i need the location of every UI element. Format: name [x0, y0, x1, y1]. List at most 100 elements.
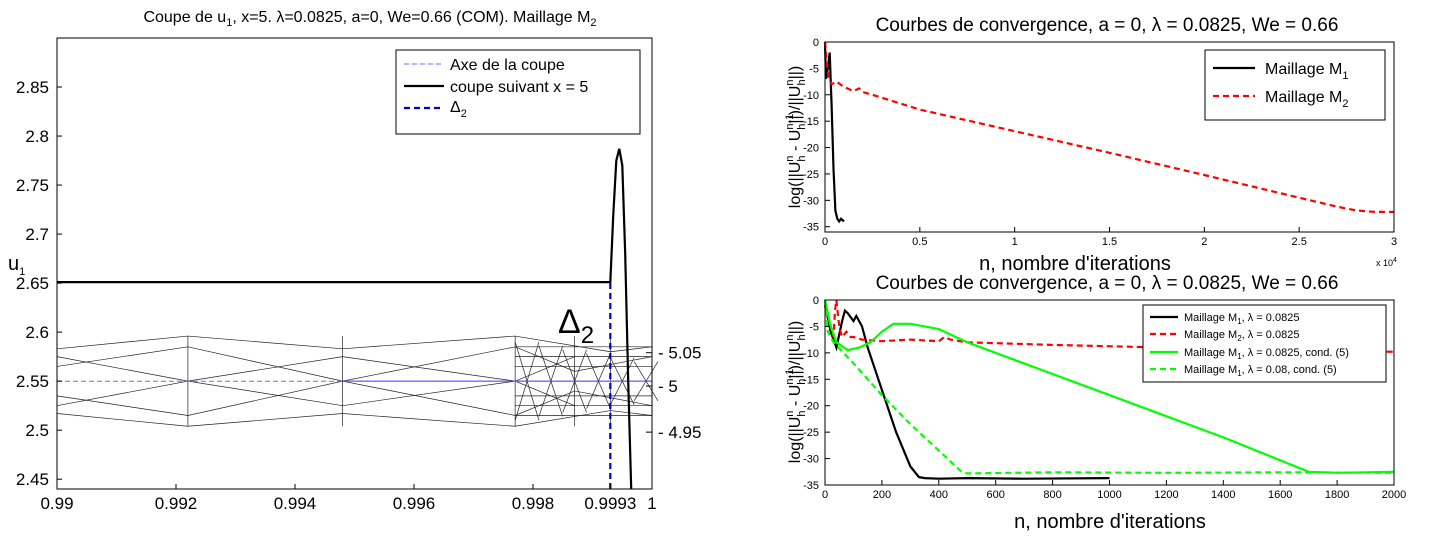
mesh-edge — [56, 380, 653, 416]
y-tick-label: -10 — [803, 90, 819, 102]
bottom-right-series — [823, 299, 1395, 480]
legend-label-coupe-x5: coupe suivant x = 5 — [450, 79, 588, 96]
y-tick-label: 2.75 — [16, 176, 49, 195]
top-right-x-multiplier: x 104 — [1376, 257, 1397, 268]
bottom-right-ticks: 0 200 400 600 800 1000 1200 1400 1600 1800 2000 0 -5… — [803, 295, 1406, 501]
y-tick-label: 2.5 — [25, 421, 49, 440]
y-tick-label: -35 — [803, 480, 819, 492]
x-tick-label: 0.5 — [912, 236, 927, 248]
x-tick-label: 2.5 — [1292, 236, 1307, 248]
legend-label-m1-08-cond5: Maillage M1, λ = 0.08, cond. (5) — [1184, 364, 1337, 378]
y-tick-label: 2.85 — [16, 78, 49, 97]
bottom-right-legend: Maillage M1, λ = 0.0825 Maillage M2, λ =… — [1142, 304, 1387, 383]
bottom-right-xlabel: n, nombre d'iterations — [1014, 511, 1206, 533]
legend-label-delta2: Δ2 — [450, 99, 467, 120]
series-line-coupe-suivant-x-5 — [57, 148, 633, 490]
x-tick-label: 0 — [822, 236, 828, 248]
y-tick-label: 2.7 — [25, 225, 49, 244]
top-right-series — [823, 41, 1394, 224]
mesh-edge — [56, 356, 575, 382]
y-tick-label: -20 — [803, 143, 819, 155]
x-tick-label: 0.992 — [155, 494, 198, 513]
legend-label-m1-0825: Maillage M1, λ = 0.0825 — [1184, 312, 1299, 326]
x-tick-label: 1.5 — [1102, 236, 1117, 248]
top-right-legend: Maillage M1 Maillage M2 — [1204, 49, 1386, 121]
y-tick-label: 2.45 — [16, 470, 49, 489]
y-tick-label: -5 — [809, 63, 819, 75]
mesh-edge — [56, 346, 653, 382]
series-line-maillage-m-2 — [823, 41, 1394, 213]
y-tick-label: -25 — [803, 169, 819, 181]
legend-label-maillage-m1: Maillage M1 — [1265, 61, 1348, 82]
series-line-maillage-m-2-0-0825 — [823, 299, 1395, 353]
x-tick-label: 0.998 — [512, 494, 555, 513]
left-ylabel: u1 — [8, 253, 25, 278]
mesh-tick-label: - 5 — [658, 377, 678, 396]
y-tick-label: -5 — [809, 321, 819, 333]
x-tick-label: 200 — [873, 489, 891, 501]
x-tick-label: 1400 — [1211, 489, 1235, 501]
x-tick-label: 0.996 — [393, 494, 436, 513]
series-line-maillage-m-1 — [823, 41, 845, 224]
top-right-legend-box — [1204, 49, 1386, 121]
mesh-tick-label: - 4.95 — [658, 423, 701, 442]
y-tick-label: -15 — [803, 116, 819, 128]
y-tick-label: 2.65 — [16, 274, 49, 293]
mesh-tick-label: - 5.05 — [658, 344, 701, 363]
left-axes-frame — [56, 37, 653, 490]
series-line-maillage-m-1-0-0825-cond-5 — [823, 299, 1395, 474]
mesh-overlay: - 5.05 - 5 - 4.95 — [56, 335, 701, 442]
x-tick-label: 0 — [822, 489, 828, 501]
x-tick-label: 1600 — [1268, 489, 1292, 501]
x-tick-label: 0.99 — [40, 494, 73, 513]
x-tick-label: 400 — [930, 489, 948, 501]
legend-label-m2-0825: Maillage M2, λ = 0.0825 — [1184, 329, 1299, 343]
top-right-title: Courbes de convergence, a = 0, λ = 0.082… — [876, 15, 1339, 36]
left-legend: Axe de la coupe coupe suivant x = 5 Δ2 — [395, 49, 641, 135]
y-tick-label: 0 — [813, 37, 819, 49]
bottom-right-plot: Courbes de convergence, a = 0, λ = 0.082… — [784, 273, 1406, 533]
y-tick-label: -25 — [803, 427, 819, 439]
top-right-xlabel: n, nombre d'iterations — [979, 253, 1171, 275]
x-tick-label: 1800 — [1325, 489, 1349, 501]
top-right-plot: Courbes de convergence, a = 0, λ = 0.082… — [784, 15, 1397, 275]
mesh-edge — [56, 380, 575, 407]
x-tick-label: 800 — [1043, 489, 1061, 501]
y-tick-label: -10 — [803, 348, 819, 360]
bottom-right-legend-box — [1142, 304, 1387, 383]
y-tick-label: -15 — [803, 374, 819, 386]
bottom-right-axes-frame — [824, 299, 1395, 486]
y-tick-label: 2.8 — [25, 127, 49, 146]
top-right-axes-frame — [824, 41, 1395, 233]
series-line-maillage-m-1-0-08-cond-5 — [823, 299, 1395, 475]
top-right-ticks: 0 0.5 1 1.5 2 2.5 3 0 -5 -10 -15 -20 -25 -30 -35 — [803, 37, 1397, 248]
x-tick-label: 0.994 — [274, 494, 317, 513]
delta2-annotation: Δ2 — [558, 303, 594, 349]
y-tick-label: -35 — [803, 222, 819, 234]
y-tick-label: -20 — [803, 401, 819, 413]
x-tick-label: 1 — [647, 494, 656, 513]
x-tick-label: 600 — [987, 489, 1005, 501]
x-tick-label: 3 — [1391, 236, 1397, 248]
y-tick-label: 0 — [813, 295, 819, 307]
y-tick-label: 2.55 — [16, 372, 49, 391]
x-tick-label: 0.9993 — [584, 494, 636, 513]
left-plot: Coupe de u1, x=5. λ=0.0825, a=0, We=0.66… — [8, 9, 701, 513]
mesh-edge — [56, 335, 653, 353]
mesh-edge — [56, 410, 653, 427]
left-title: Coupe de u1, x=5. λ=0.0825, a=0, We=0.66… — [143, 9, 596, 29]
top-right-ylabel: log(||Unh - Un-1h||)/||Unh||) — [784, 66, 808, 208]
legend-label-axe-de-la-coupe: Axe de la coupe — [450, 57, 565, 74]
x-tick-label: 1200 — [1154, 489, 1178, 501]
legend-label-m1-0825-cond5: Maillage M1, λ = 0.0825, cond. (5) — [1184, 347, 1349, 361]
left-series — [57, 148, 652, 490]
left-ticks: 0.99 0.992 0.994 0.996 0.998 0.9993 1 2.45 2.5 2.… — [16, 78, 657, 513]
bottom-right-title: Courbes de convergence, a = 0, λ = 0.082… — [876, 273, 1339, 294]
bottom-right-ylabel: log(||Unh - Un-1h||)/||Unh||) — [784, 321, 808, 463]
series-line-maillage-m-1-0-0825 — [823, 305, 1110, 480]
x-tick-label: 1000 — [1097, 489, 1121, 501]
x-tick-label: 1 — [1012, 236, 1018, 248]
legend-label-maillage-m2: Maillage M2 — [1265, 89, 1348, 110]
x-tick-label: 2 — [1201, 236, 1207, 248]
